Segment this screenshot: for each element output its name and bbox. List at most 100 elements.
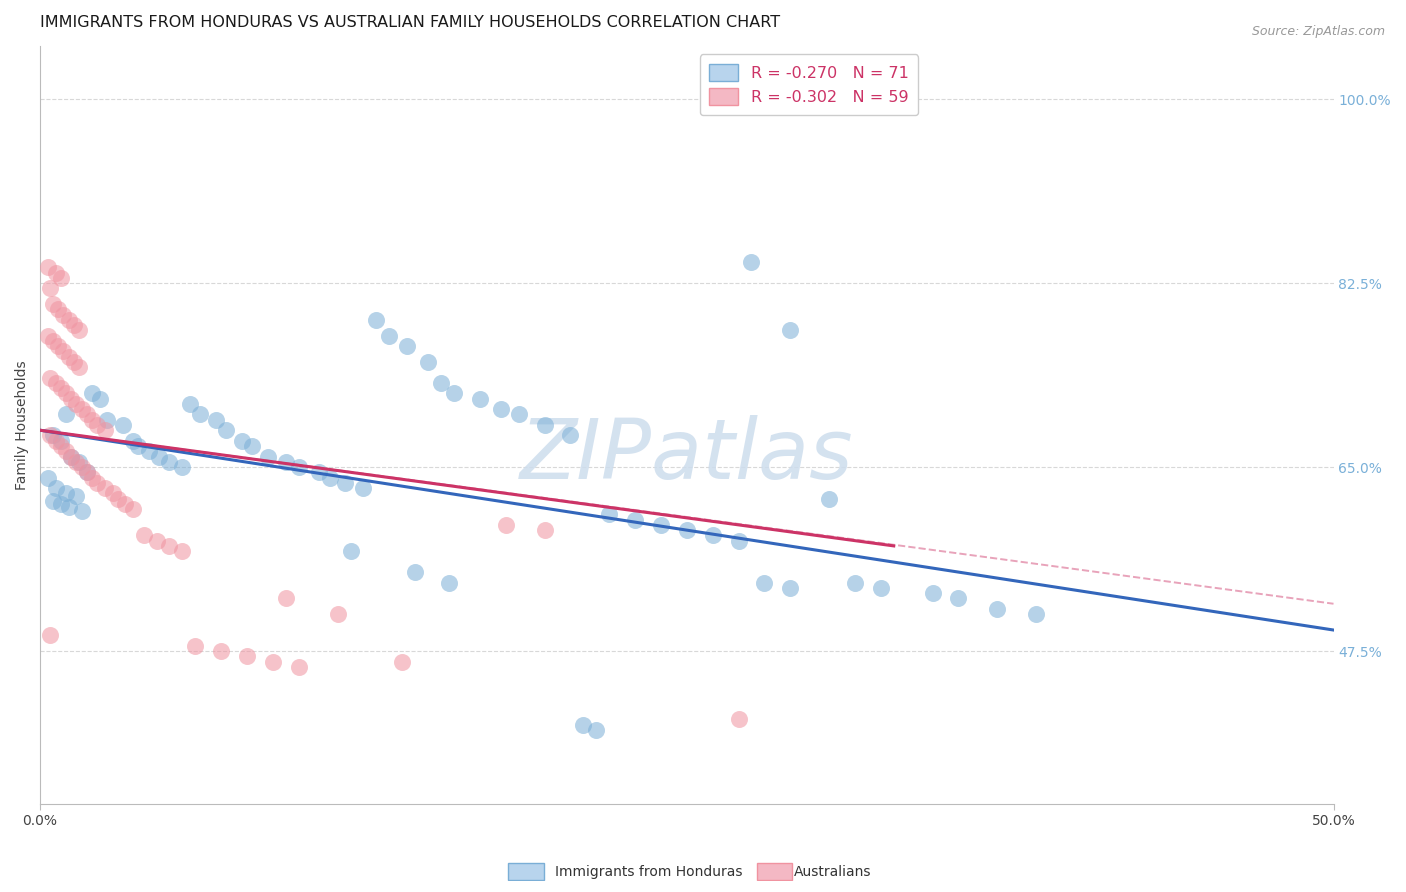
Point: [39, 428, 62, 442]
Point: [145, 533, 167, 548]
Point: [262, 655, 284, 669]
Point: [138, 444, 160, 458]
Point: [533, 417, 555, 432]
Point: [42, 334, 65, 348]
Point: [179, 397, 201, 411]
Text: IMMIGRANTS FROM HONDURAS VS AUSTRALIAN FAMILY HOUSEHOLDS CORRELATION CHART: IMMIGRANTS FROM HONDURAS VS AUSTRALIAN F…: [41, 15, 780, 30]
Point: [37, 328, 59, 343]
Point: [489, 402, 512, 417]
Point: [107, 491, 129, 506]
Text: Australians: Australians: [794, 865, 872, 880]
Point: [49, 439, 72, 453]
Point: [94, 423, 117, 437]
Point: [921, 586, 943, 600]
Point: [60, 392, 83, 406]
Point: [60, 450, 83, 464]
Point: [39, 281, 62, 295]
Point: [675, 523, 697, 537]
Point: [240, 439, 263, 453]
Point: [326, 607, 349, 622]
Point: [256, 450, 278, 464]
Point: [76, 408, 98, 422]
Point: [702, 528, 724, 542]
Point: [335, 475, 357, 490]
Point: [96, 413, 118, 427]
Point: [80, 413, 103, 427]
Text: ZIPatlas: ZIPatlas: [520, 415, 853, 496]
Point: [437, 575, 460, 590]
Point: [60, 450, 83, 464]
Point: [58, 313, 80, 327]
Point: [727, 713, 749, 727]
Point: [378, 328, 401, 343]
Point: [52, 344, 75, 359]
Point: [42, 297, 65, 311]
Point: [67, 360, 90, 375]
Point: [598, 508, 620, 522]
Point: [215, 423, 238, 437]
Point: [76, 465, 98, 479]
Point: [67, 323, 90, 337]
FancyBboxPatch shape: [508, 863, 544, 880]
Point: [58, 350, 80, 364]
Y-axis label: Family Households: Family Households: [15, 360, 30, 490]
Point: [650, 517, 672, 532]
Point: [45, 376, 67, 390]
FancyBboxPatch shape: [756, 863, 793, 880]
Text: Immigrants from Honduras: Immigrants from Honduras: [555, 865, 742, 880]
Point: [319, 470, 342, 484]
Point: [67, 455, 90, 469]
Point: [55, 444, 77, 458]
Point: [80, 470, 103, 484]
Point: [560, 428, 582, 442]
Point: [45, 481, 67, 495]
Point: [172, 460, 194, 475]
Point: [49, 497, 72, 511]
Point: [779, 323, 801, 337]
Point: [159, 539, 181, 553]
Point: [122, 434, 145, 448]
Point: [231, 434, 253, 448]
Point: [45, 434, 67, 448]
Point: [443, 386, 465, 401]
Point: [65, 397, 87, 411]
Point: [122, 502, 145, 516]
Point: [572, 717, 595, 731]
Point: [62, 355, 84, 369]
Point: [65, 455, 87, 469]
Point: [468, 392, 491, 406]
Point: [49, 434, 72, 448]
Point: [1025, 607, 1047, 622]
Point: [430, 376, 453, 390]
Point: [236, 649, 259, 664]
Point: [740, 255, 762, 269]
Point: [948, 591, 970, 606]
Point: [779, 581, 801, 595]
Point: [52, 308, 75, 322]
Point: [844, 575, 866, 590]
Point: [37, 260, 59, 275]
Point: [818, 491, 841, 506]
Point: [366, 313, 388, 327]
Point: [288, 460, 311, 475]
Point: [396, 339, 419, 353]
Point: [869, 581, 891, 595]
Point: [46, 302, 69, 317]
Point: [42, 428, 65, 442]
Point: [80, 386, 103, 401]
Point: [418, 355, 440, 369]
Point: [45, 266, 67, 280]
Point: [94, 481, 117, 495]
Point: [39, 628, 62, 642]
Point: [86, 475, 108, 490]
Point: [76, 465, 98, 479]
Point: [754, 575, 776, 590]
Point: [205, 413, 228, 427]
Point: [101, 486, 124, 500]
Text: Source: ZipAtlas.com: Source: ZipAtlas.com: [1251, 25, 1385, 38]
Point: [70, 460, 93, 475]
Point: [184, 639, 207, 653]
Point: [190, 408, 212, 422]
Point: [274, 591, 297, 606]
Point: [986, 602, 1008, 616]
